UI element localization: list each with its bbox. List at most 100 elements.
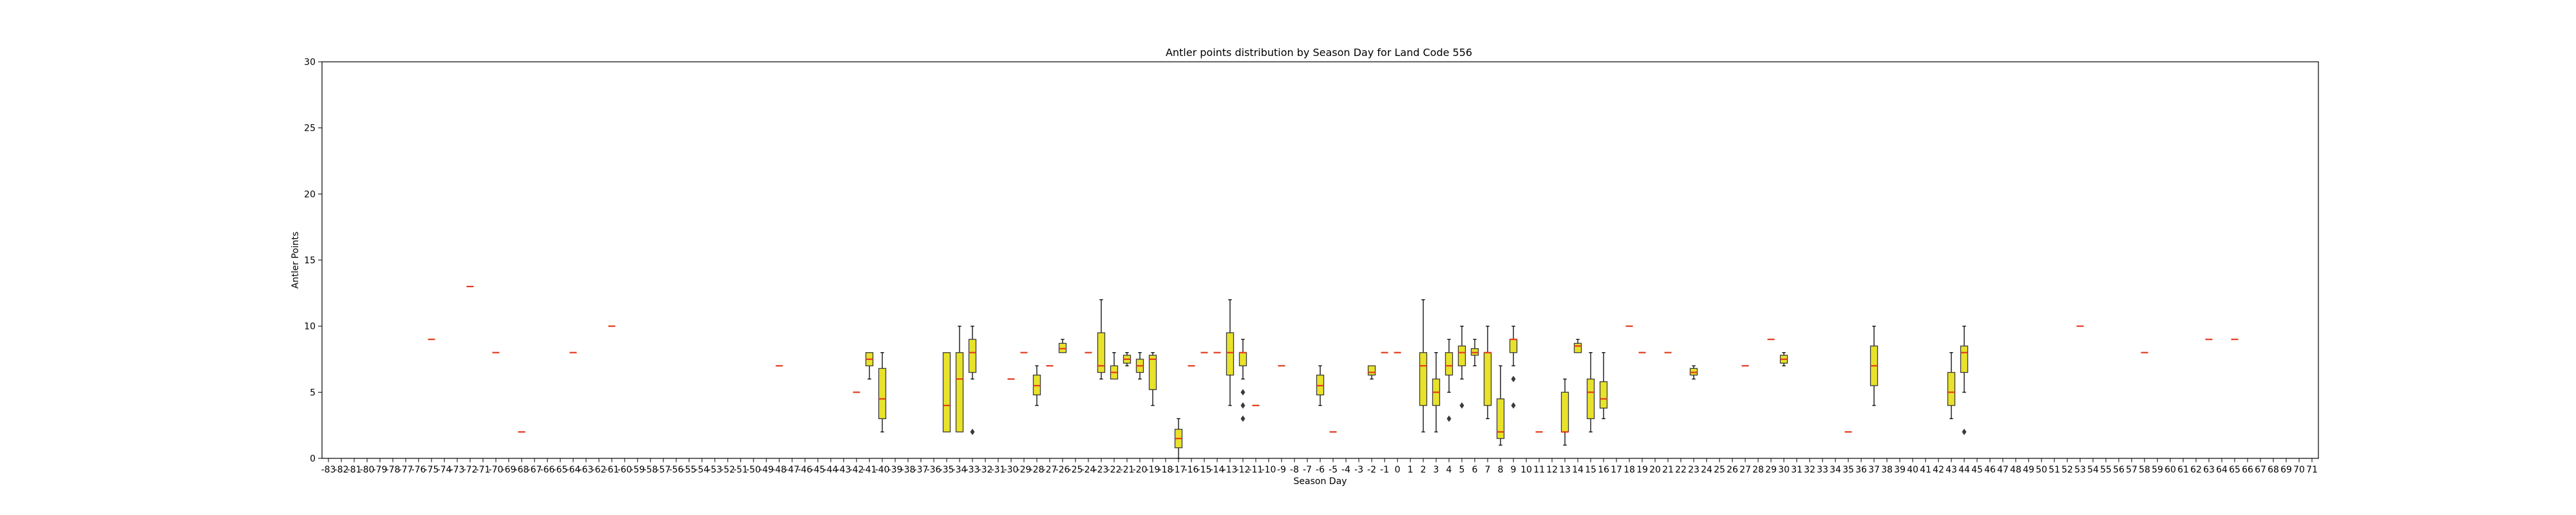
outlier-point	[1511, 375, 1516, 382]
box-iqr	[968, 339, 977, 373]
box-day-16	[1599, 352, 1608, 420]
x-tick-label: -53	[708, 465, 723, 475]
y-tick-label: 20	[304, 189, 316, 200]
y-tick-label: 25	[304, 124, 316, 134]
x-tick-label: -13	[1223, 465, 1238, 475]
x-tick-label: -61	[605, 465, 620, 475]
x-tick-label: -58	[643, 465, 658, 475]
box-day--23	[1097, 299, 1106, 380]
chart-title: Antler points distribution by Season Day…	[1166, 46, 1472, 59]
x-tick-label: 56	[2113, 465, 2125, 475]
x-tick-label: 21	[1662, 465, 1674, 475]
box-day--20	[1135, 352, 1144, 380]
x-tick-label: 11	[1533, 465, 1545, 475]
box-day--22	[1110, 352, 1119, 380]
x-tick-label: 50	[2036, 465, 2047, 475]
box-day-2	[1419, 299, 1428, 433]
box-iqr	[1483, 352, 1492, 406]
x-tick-label: 20	[1649, 465, 1661, 475]
x-tick-label: -52	[721, 465, 735, 475]
box-iqr	[1947, 371, 1956, 406]
x-tick-label: 6	[1472, 465, 1478, 475]
box-iqr	[1097, 332, 1106, 373]
box-iqr	[1599, 381, 1608, 409]
x-tick-label: 38	[1881, 465, 1893, 475]
x-tick-label: -26	[1056, 465, 1070, 475]
x-tick-label: -67	[527, 465, 542, 475]
x-tick-label: -57	[656, 465, 671, 475]
y-tick-label: 30	[304, 57, 316, 68]
y-axis: 0 5 10 15 20 25 30	[304, 57, 322, 464]
x-tick-label: 41	[1920, 465, 1931, 475]
x-tick-label: -43	[837, 465, 851, 475]
x-tick-label: 66	[2242, 465, 2253, 475]
x-tick-label: -70	[489, 465, 504, 475]
x-tick-label: 37	[1868, 465, 1880, 475]
x-tick-label: -49	[759, 465, 774, 475]
x-tick-label: -74	[437, 465, 452, 475]
x-tick-label: 65	[2229, 465, 2240, 475]
x-tick-label: -73	[450, 465, 465, 475]
y-tick-label: 0	[310, 454, 316, 464]
x-tick-label: -39	[888, 465, 903, 475]
x-tick-label: 49	[2023, 465, 2034, 475]
box-day-4	[1444, 339, 1454, 422]
x-tick-label: -21	[1120, 465, 1135, 475]
x-tick-label: -60	[618, 465, 632, 475]
x-tick-label: 62	[2190, 465, 2202, 475]
x-tick-label: -34	[952, 465, 967, 475]
x-tick-label: -6	[1316, 465, 1325, 475]
x-tick-label: 51	[2049, 465, 2060, 475]
x-tick-label: 52	[2061, 465, 2073, 475]
box-series	[428, 285, 2239, 459]
box-day-23	[1689, 365, 1698, 380]
x-tick-label: -2	[1367, 465, 1376, 475]
x-tick-label: 17	[1611, 465, 1622, 475]
x-tick-label: 43	[1946, 465, 1957, 475]
x-tick-label: -8	[1290, 465, 1299, 475]
box-iqr	[1960, 345, 1969, 373]
x-tick-label: -55	[682, 465, 697, 475]
y-tick-label: 10	[304, 322, 316, 332]
box-day-30	[1779, 352, 1788, 366]
box-day-8	[1496, 365, 1505, 446]
x-tick-label: -54	[695, 465, 710, 475]
x-tick-label: 29	[1765, 465, 1777, 475]
x-tick-label: 26	[1727, 465, 1738, 475]
x-tick-label: 40	[1907, 465, 1918, 475]
box-day--35	[942, 352, 951, 433]
x-tick-label: -33	[965, 465, 980, 475]
x-tick-label: -12	[1236, 465, 1251, 475]
x-tick-label: 57	[2126, 465, 2137, 475]
x-tick-label: 63	[2203, 465, 2215, 475]
x-tick-label: 71	[2306, 465, 2318, 475]
x-tick-label: -3	[1354, 465, 1363, 475]
x-tick-label: 2	[1421, 465, 1426, 475]
x-tick-label: 59	[2152, 465, 2163, 475]
outlier-point	[970, 428, 975, 435]
x-tick-label: -78	[386, 465, 401, 475]
x-tick-label: -46	[798, 465, 813, 475]
x-tick-label: 1	[1408, 465, 1414, 475]
box-iqr	[1573, 342, 1582, 353]
x-tick-label: 18	[1624, 465, 1635, 475]
box-iqr	[878, 368, 887, 420]
x-tick-label: -47	[785, 465, 800, 475]
x-tick-label: -68	[515, 465, 529, 475]
box-day-7	[1483, 326, 1492, 420]
x-tick-label: -38	[901, 465, 916, 475]
box-day--26	[1058, 339, 1067, 353]
x-tick-label: -22	[1107, 465, 1122, 475]
x-tick-label: -24	[1081, 465, 1096, 475]
x-tick-label: -77	[399, 465, 413, 475]
box-iqr	[1586, 379, 1595, 420]
box-iqr	[1419, 352, 1428, 406]
box-day--13	[1226, 299, 1235, 406]
box-day--33	[968, 326, 977, 435]
x-tick-label: -66	[540, 465, 555, 475]
outlier-point	[1240, 402, 1245, 409]
box-iqr	[942, 352, 951, 433]
x-tick-label: 39	[1894, 465, 1906, 475]
x-tick-label: 46	[1984, 465, 1996, 475]
x-tick-label: -48	[772, 465, 787, 475]
